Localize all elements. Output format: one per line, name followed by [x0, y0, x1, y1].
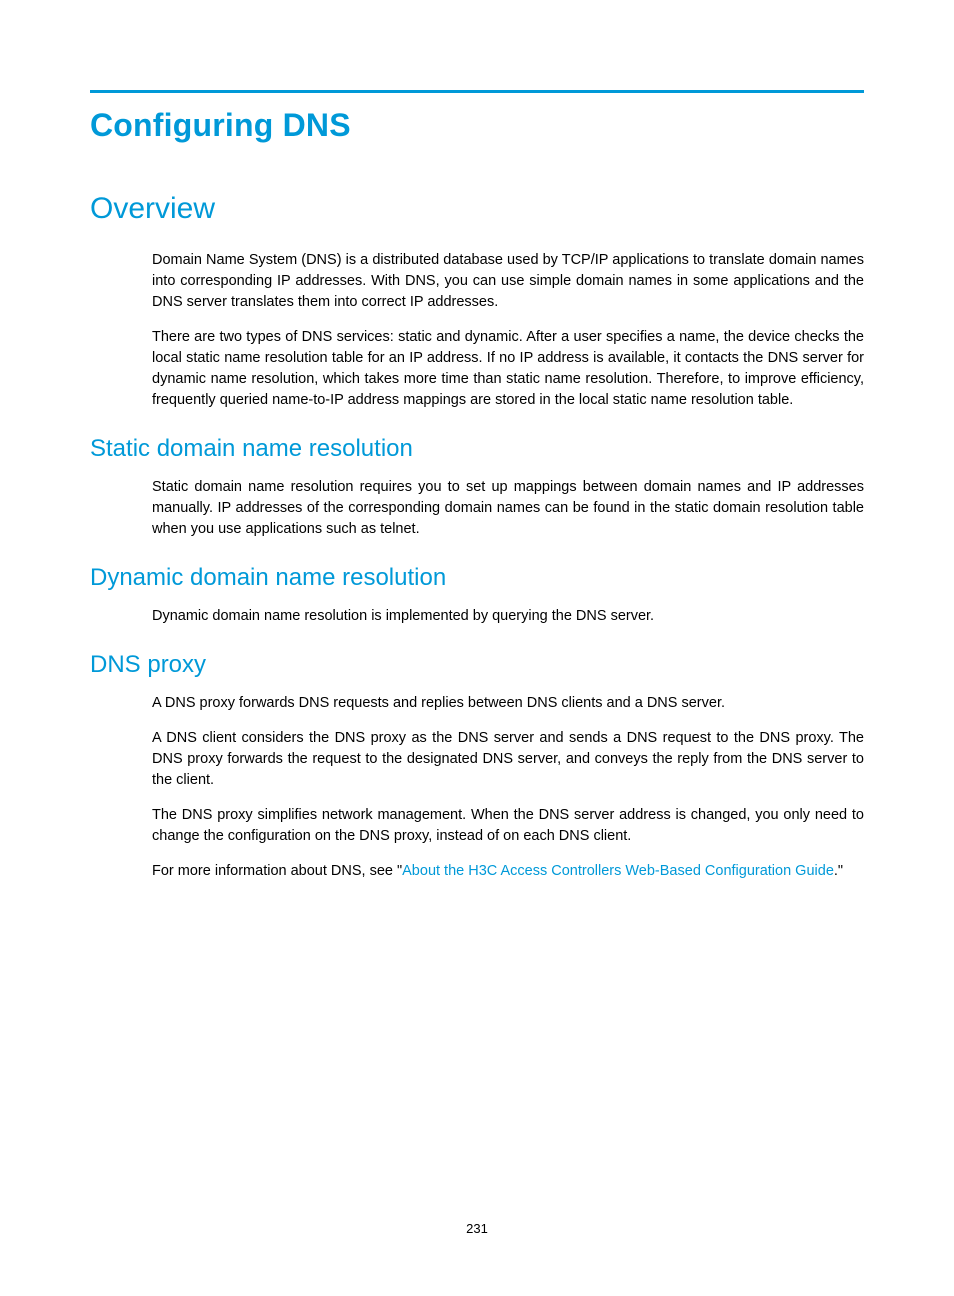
section-overview-heading: Overview [90, 192, 864, 226]
static-p1: Static domain name resolution requires y… [152, 477, 864, 540]
section-proxy-heading: DNS proxy [90, 651, 864, 679]
proxy-p3: The DNS proxy simplifies network managem… [152, 805, 864, 847]
proxy-body: A DNS proxy forwards DNS requests and re… [152, 693, 864, 882]
dynamic-p1: Dynamic domain name resolution is implem… [152, 606, 864, 627]
proxy-p1: A DNS proxy forwards DNS requests and re… [152, 693, 864, 714]
reference-link[interactable]: About the H3C Access Controllers Web-Bas… [402, 863, 834, 879]
document-page: Configuring DNS Overview Domain Name Sys… [0, 0, 954, 1296]
top-rule [90, 90, 864, 93]
section-dynamic-heading: Dynamic domain name resolution [90, 564, 864, 592]
overview-p1: Domain Name System (DNS) is a distribute… [152, 250, 864, 313]
proxy-p4: For more information about DNS, see "Abo… [152, 861, 864, 882]
proxy-final-suffix: ." [834, 863, 843, 879]
page-number: 231 [0, 1221, 954, 1236]
proxy-p2: A DNS client considers the DNS proxy as … [152, 728, 864, 791]
overview-body: Domain Name System (DNS) is a distribute… [152, 250, 864, 411]
section-static-heading: Static domain name resolution [90, 435, 864, 463]
proxy-final-prefix: For more information about DNS, see " [152, 863, 402, 879]
overview-p2: There are two types of DNS services: sta… [152, 327, 864, 411]
static-body: Static domain name resolution requires y… [152, 477, 864, 540]
dynamic-body: Dynamic domain name resolution is implem… [152, 606, 864, 627]
page-title: Configuring DNS [90, 107, 864, 144]
